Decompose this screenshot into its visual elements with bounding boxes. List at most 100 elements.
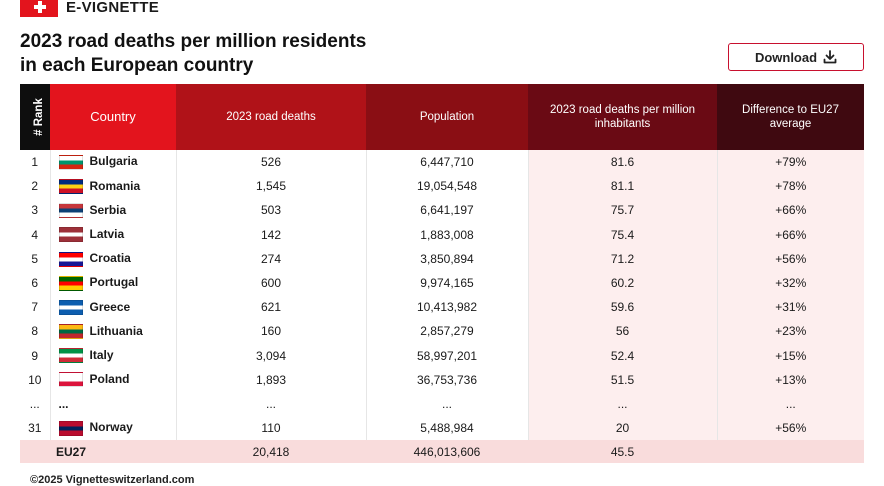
download-label: Download: [754, 49, 818, 65]
cell-rate: 71.2: [527, 246, 717, 271]
total-rate: 45.5: [528, 440, 717, 464]
cell-rate: 59.6: [527, 295, 717, 320]
swiss-cross-logo-icon: [20, 0, 58, 17]
cell-rank: 3: [31, 203, 39, 218]
total-deaths: 20,418: [176, 440, 366, 464]
flag-icon: [58, 348, 83, 364]
cell-deaths: 526: [175, 150, 366, 175]
cell-population: 9,974,165: [365, 270, 528, 296]
cell-deaths: 160: [175, 319, 366, 344]
brand-name: E-VIGNETTE: [66, 0, 160, 16]
table-total-row: EU27 20,418 446,013,606 45.5: [20, 440, 864, 464]
cell-deaths: ...: [175, 391, 366, 417]
table-row: 3 Serbia 503 6,641,197 75.7 +66%: [20, 198, 864, 223]
cell-rate: 75.4: [527, 222, 717, 247]
total-country: EU27: [50, 440, 176, 464]
cell-country: Greece: [49, 295, 176, 320]
cell-country: Italy: [49, 343, 176, 368]
total-diff: [717, 440, 864, 464]
page-title: 2023 road deaths per million residents i…: [20, 30, 540, 78]
cell-rank: 2: [31, 179, 39, 194]
header-rate: 2023 road deaths per million inhabitants: [528, 84, 717, 150]
brand: E-VIGNETTE: [20, 0, 159, 18]
cell-population: 3,850,894: [365, 246, 528, 271]
cell-rate: ...: [527, 391, 717, 417]
cell-country: Portugal: [49, 270, 176, 296]
table-row: 8 Lithuania 160 2,857,279 56 +23%: [20, 319, 864, 344]
cell-country: Croatia: [49, 246, 176, 271]
flag-icon: [58, 227, 83, 243]
cell-rate: 20: [527, 416, 717, 441]
cell-deaths: 1,545: [175, 174, 366, 199]
table-header-row: # Rank Country 2023 road deaths Populati…: [20, 84, 864, 150]
cell-country: Poland: [49, 367, 176, 392]
cell-rank: 10: [28, 372, 42, 387]
cell-rate: 51.5: [527, 367, 717, 392]
flag-icon: [58, 420, 83, 436]
cell-rank: 9: [31, 348, 39, 363]
cell-diff: +56%: [716, 246, 864, 271]
cell-population: 5,488,984: [365, 416, 528, 441]
cell-country: Romania: [49, 174, 176, 199]
download-button[interactable]: Download: [728, 43, 864, 71]
cell-rank: 1: [31, 155, 39, 170]
cell-rank: ...: [29, 396, 40, 411]
table-row: 10 Poland 1,893 36,753,736 51.5 +13%: [20, 367, 864, 392]
cell-deaths: 621: [175, 295, 366, 320]
cell-rank: 4: [31, 227, 39, 242]
cell-diff: +23%: [716, 319, 864, 344]
cell-population: 36,753,736: [365, 367, 528, 392]
table-row: 9 Italy 3,094 58,997,201 52.4 +15%: [20, 343, 864, 368]
cell-deaths: 600: [175, 270, 366, 296]
table-row: 4 Latvia 142 1,883,008 75.4 +66%: [20, 222, 864, 247]
cell-rate: 81.6: [527, 150, 717, 175]
flag-icon: [58, 372, 83, 388]
total-population: 446,013,606: [366, 440, 528, 464]
cell-deaths: 110: [175, 416, 366, 441]
title-line-1: 2023 road deaths per million residents: [20, 31, 367, 52]
table-row: 5 Croatia 274 3,850,894 71.2 +56%: [20, 246, 864, 271]
header-deaths: 2023 road deaths: [176, 84, 366, 150]
cell-country: Bulgaria: [49, 150, 176, 175]
cell-rate: 52.4: [527, 343, 717, 368]
table-row: 2 Romania 1,545 19,054,548 81.1 +78%: [20, 174, 864, 199]
cell-diff: +66%: [716, 198, 864, 223]
cell-population: 6,447,710: [365, 150, 528, 175]
table-row: 7 Greece 621 10,413,982 59.6 +31%: [20, 295, 864, 320]
header-population: Population: [366, 84, 528, 150]
road-deaths-table: # Rank Country 2023 road deaths Populati…: [20, 84, 864, 464]
cell-rank: 7: [31, 300, 39, 315]
header-country: Country: [50, 84, 176, 150]
footer-copyright: ©2025 Vignetteswitzerland.com: [30, 474, 195, 486]
cell-population: 1,883,008: [365, 222, 528, 247]
table-row: ..................: [20, 391, 864, 417]
flag-icon: [58, 203, 83, 219]
cell-diff: +56%: [716, 416, 864, 441]
cell-rank: 6: [31, 276, 39, 291]
cell-rate: 81.1: [527, 174, 717, 199]
header-difference: Difference to EU27 average: [717, 84, 864, 150]
cell-diff: ...: [716, 391, 864, 417]
cell-rank: 5: [31, 251, 39, 266]
table-row: 6 Portugal 600 9,974,165 60.2 +32%: [20, 270, 864, 296]
flag-icon: [58, 299, 83, 315]
cell-diff: +79%: [716, 150, 864, 175]
cell-population: 2,857,279: [365, 319, 528, 344]
cell-diff: +13%: [716, 367, 864, 392]
flag-icon: [58, 251, 83, 267]
cell-diff: +66%: [716, 222, 864, 247]
flag-icon: [58, 324, 83, 340]
cell-rate: 75.7: [527, 198, 717, 223]
table-row: 31 Norway 110 5,488,984 20 +56%: [20, 416, 864, 441]
cell-country: Latvia: [49, 222, 176, 247]
cell-rate: 60.2: [527, 270, 717, 296]
cell-population: 19,054,548: [365, 174, 528, 199]
cell-deaths: 1,893: [175, 367, 366, 392]
cell-deaths: 3,094: [175, 343, 366, 368]
flag-icon: [58, 275, 83, 291]
cell-population: ...: [365, 391, 528, 417]
cell-diff: +15%: [716, 343, 864, 368]
cell-population: 10,413,982: [365, 295, 528, 320]
table-row: 1 Bulgaria 526 6,447,710 81.6 +79%: [20, 150, 864, 175]
cell-deaths: 503: [175, 198, 366, 223]
